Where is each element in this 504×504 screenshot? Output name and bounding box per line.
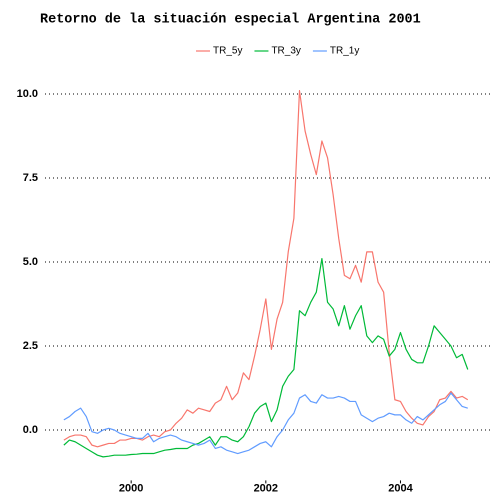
- line-series: [63, 90, 469, 448]
- y-tick-label: 7.5: [23, 172, 38, 184]
- legend-label: TR_3y: [271, 46, 300, 57]
- line-series: [63, 258, 469, 458]
- y-tick-label: 0.0: [23, 424, 38, 436]
- x-tick-label: 2004: [388, 482, 413, 494]
- chart-title: Retorno de la situación especial Argenti…: [40, 13, 421, 28]
- x-tick-label: 2000: [119, 482, 143, 494]
- y-tick-label: 5.0: [23, 256, 38, 268]
- line-series: [63, 392, 468, 455]
- y-tick-label: 2.5: [23, 340, 38, 352]
- y-tick-label: 10.0: [17, 88, 38, 100]
- legend-label: TR_1y: [330, 46, 359, 57]
- x-tick-label: 2002: [254, 482, 278, 494]
- legend-label: TR_5y: [213, 46, 242, 57]
